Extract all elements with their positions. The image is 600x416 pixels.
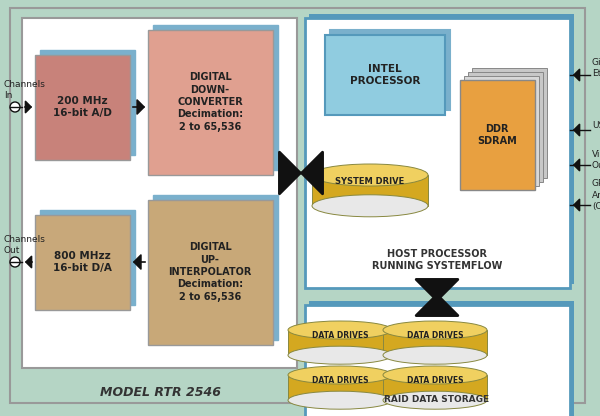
Ellipse shape: [383, 366, 487, 384]
Bar: [305, 305, 570, 416]
Text: 200 MHz
16-bit A/D: 200 MHz 16-bit A/D: [53, 96, 112, 118]
Bar: [35, 215, 130, 310]
Text: MODEL RTR 2546: MODEL RTR 2546: [100, 386, 221, 399]
Text: Channels
In: Channels In: [4, 80, 46, 100]
Ellipse shape: [312, 195, 428, 217]
Bar: [288, 330, 392, 355]
Ellipse shape: [288, 366, 392, 384]
Text: GPS
Antenna
(Optional): GPS Antenna (Optional): [592, 179, 600, 210]
Bar: [460, 80, 535, 190]
Text: DDR
SDRAM: DDR SDRAM: [477, 124, 517, 146]
Bar: [40, 50, 135, 155]
Bar: [464, 76, 539, 186]
Bar: [330, 30, 450, 110]
Text: DATA DRIVES: DATA DRIVES: [407, 376, 463, 385]
Bar: [472, 68, 547, 178]
Bar: [468, 72, 543, 182]
Bar: [309, 301, 574, 416]
Text: Gigabit
Ethernet: Gigabit Ethernet: [592, 58, 600, 78]
Bar: [148, 200, 273, 345]
Ellipse shape: [288, 391, 392, 409]
Text: HOST PROCESSOR
RUNNING SYSTEMFLOW: HOST PROCESSOR RUNNING SYSTEMFLOW: [372, 249, 502, 271]
Bar: [305, 18, 570, 288]
Text: USB: USB: [592, 121, 600, 129]
Bar: [312, 175, 428, 206]
Ellipse shape: [383, 346, 487, 364]
Ellipse shape: [383, 391, 487, 409]
Circle shape: [10, 257, 20, 267]
Text: Video
Output: Video Output: [592, 150, 600, 170]
Text: DIGITAL
DOWN-
CONVERTER
Decimation:
2 to 65,536: DIGITAL DOWN- CONVERTER Decimation: 2 to…: [177, 72, 243, 132]
Bar: [288, 375, 392, 400]
Bar: [148, 30, 273, 175]
Ellipse shape: [383, 321, 487, 339]
Ellipse shape: [288, 346, 392, 364]
Bar: [22, 18, 297, 368]
Bar: [309, 14, 574, 284]
Text: DATA DRIVES: DATA DRIVES: [312, 376, 368, 385]
Bar: [383, 375, 487, 400]
Bar: [35, 55, 130, 160]
Circle shape: [10, 102, 20, 112]
Ellipse shape: [288, 321, 392, 339]
Text: DATA DRIVES: DATA DRIVES: [407, 331, 463, 340]
Text: DATA DRIVES: DATA DRIVES: [312, 331, 368, 340]
Bar: [325, 35, 445, 115]
Text: SYSTEM DRIVE: SYSTEM DRIVE: [335, 177, 404, 186]
Bar: [153, 195, 278, 340]
Text: INTEL
PROCESSOR: INTEL PROCESSOR: [350, 64, 420, 86]
Bar: [153, 25, 278, 170]
Ellipse shape: [312, 164, 428, 186]
Text: DIGITAL
UP-
INTERPOLATOR
Decimation:
2 to 65,536: DIGITAL UP- INTERPOLATOR Decimation: 2 t…: [169, 242, 251, 302]
Text: Channels
Out: Channels Out: [4, 235, 46, 255]
Text: 800 MHzz
16-bit D/A: 800 MHzz 16-bit D/A: [53, 251, 112, 273]
Text: RAID DATA STORAGE: RAID DATA STORAGE: [385, 396, 490, 404]
Bar: [383, 330, 487, 355]
Bar: [40, 210, 135, 305]
